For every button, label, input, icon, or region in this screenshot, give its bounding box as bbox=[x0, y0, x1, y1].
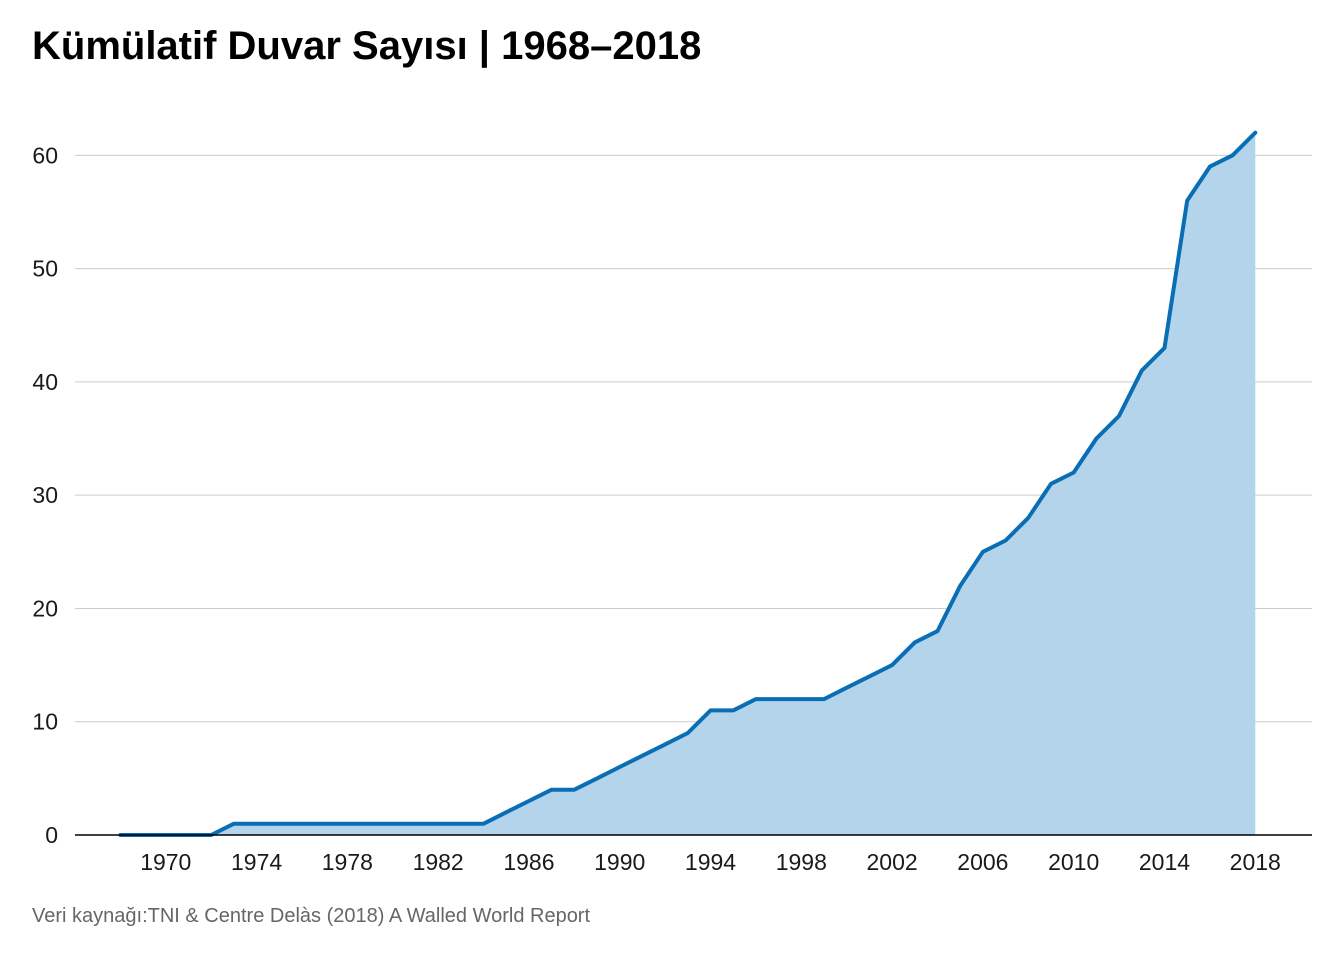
y-tick-label: 30 bbox=[32, 482, 58, 508]
chart-title: Kümülatif Duvar Sayısı | 1968–2018 bbox=[32, 24, 702, 68]
x-tick-label: 1982 bbox=[413, 849, 464, 875]
x-tick-label: 2002 bbox=[867, 849, 918, 875]
x-tick-label: 1986 bbox=[503, 849, 554, 875]
data-source-note: Veri kaynağı:TNI & Centre Delàs (2018) A… bbox=[32, 905, 591, 927]
y-tick-label: 50 bbox=[32, 256, 58, 282]
x-tick-label: 1978 bbox=[322, 849, 373, 875]
y-tick-label: 0 bbox=[45, 822, 58, 848]
y-tick-label: 20 bbox=[32, 595, 58, 621]
area-fill bbox=[120, 132, 1256, 835]
x-tick-label: 1970 bbox=[140, 849, 191, 875]
x-tick-label: 2006 bbox=[957, 849, 1008, 875]
y-tick-label: 60 bbox=[32, 142, 58, 168]
x-tick-label: 2018 bbox=[1230, 849, 1281, 875]
y-tick-labels: 0 10 20 30 40 50 60 bbox=[32, 142, 58, 848]
x-tick-label: 1990 bbox=[594, 849, 645, 875]
series-line bbox=[118, 130, 1258, 837]
y-tick-label: 40 bbox=[32, 369, 58, 395]
x-tick-labels: 1970 1974 1978 1982 1986 1990 1994 1998 2002 2006… bbox=[140, 849, 1281, 875]
x-tick-label: 1974 bbox=[231, 849, 282, 875]
x-tick-label: 1998 bbox=[776, 849, 827, 875]
y-tick-label: 10 bbox=[32, 709, 58, 735]
x-tick-label: 2014 bbox=[1139, 849, 1190, 875]
x-tick-label: 2010 bbox=[1048, 849, 1099, 875]
x-tick-label: 1994 bbox=[685, 849, 736, 875]
grid-lines bbox=[75, 154, 1312, 723]
